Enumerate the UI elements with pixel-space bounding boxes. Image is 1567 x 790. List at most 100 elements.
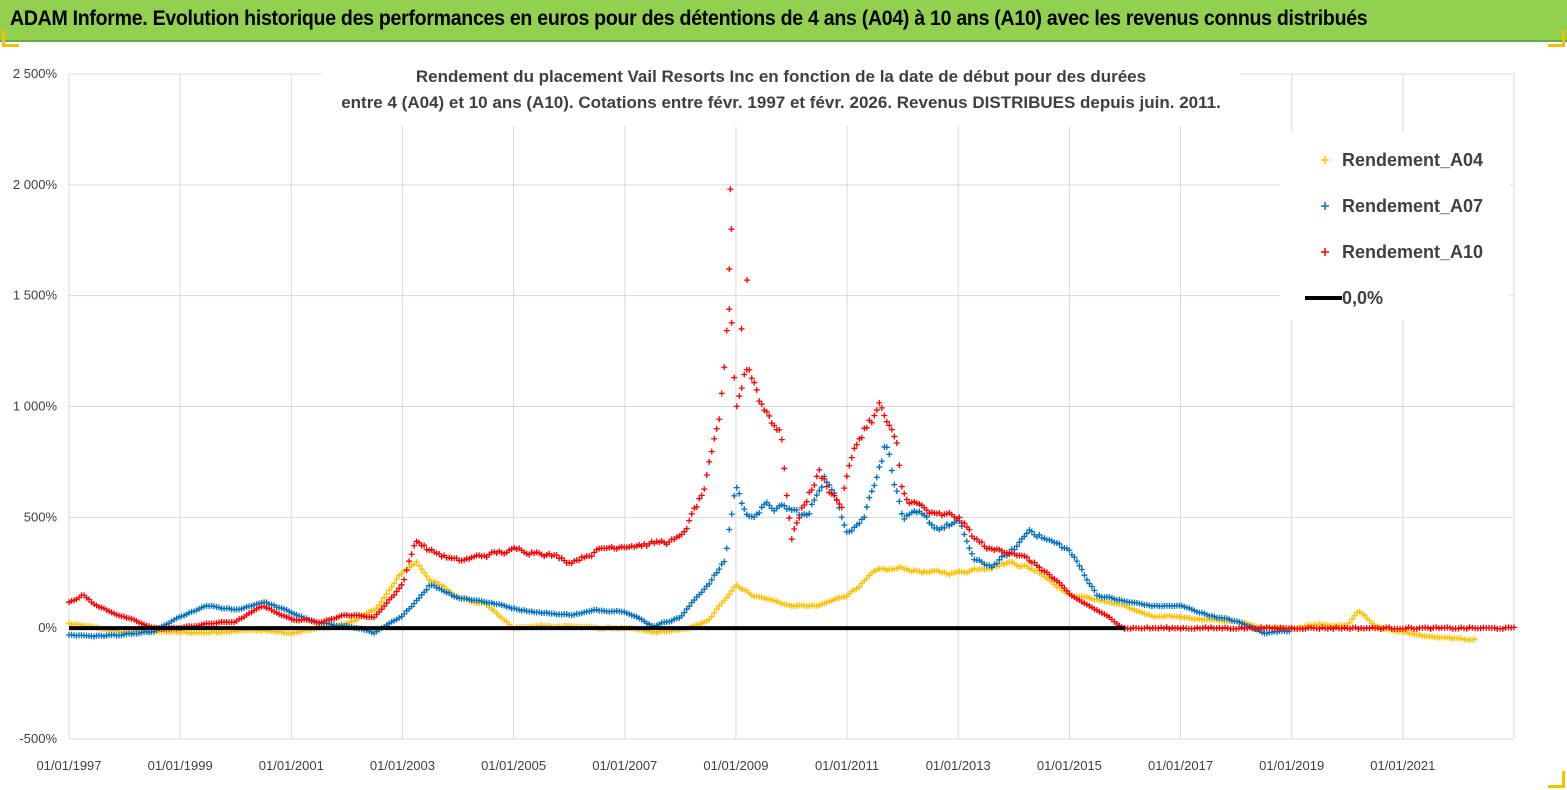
point-a10	[881, 412, 888, 419]
point-a04	[728, 587, 735, 594]
point-a10	[838, 504, 845, 511]
point-a07	[423, 586, 430, 593]
point-a07	[408, 603, 415, 610]
point-a10	[711, 435, 718, 442]
point-a10	[681, 528, 688, 535]
point-a04	[726, 591, 733, 598]
point-a07	[1013, 543, 1020, 550]
point-a07	[996, 556, 1003, 563]
point-a10-tail	[1269, 625, 1276, 632]
point-a07	[1036, 531, 1043, 538]
point-a10	[788, 536, 795, 543]
point-a10	[836, 501, 843, 508]
point-a10-tail	[1319, 624, 1326, 631]
legend-label: 0,0%	[1342, 288, 1383, 308]
point-a10	[896, 462, 903, 469]
point-a10-tail	[1285, 625, 1292, 632]
legend-marker	[1321, 156, 1329, 164]
point-a10	[811, 482, 818, 489]
point-a07	[706, 580, 713, 587]
point-a10-tail	[1380, 625, 1387, 632]
point-a07	[898, 510, 905, 517]
point-a04	[416, 562, 423, 569]
point-a07	[963, 538, 970, 545]
point-a04	[423, 573, 430, 580]
point-a07	[818, 484, 825, 491]
point-a10-tail	[1333, 624, 1340, 631]
chart-corner-bottom-right	[1548, 771, 1565, 788]
point-a10	[708, 448, 715, 455]
point-a07	[1021, 533, 1028, 540]
point-a10	[793, 519, 800, 526]
point-a10	[701, 486, 708, 493]
point-a10	[868, 419, 875, 426]
point-a10	[576, 557, 583, 564]
x-tick-label: 01/01/2007	[592, 758, 657, 773]
point-a10-tail	[1222, 624, 1228, 631]
point-a04	[856, 584, 863, 591]
legend-marker	[1321, 248, 1329, 256]
point-a04	[723, 594, 730, 601]
x-axis: 01/01/1997 01/01/1999 01/01/2001 01/01/2003…	[36, 758, 1435, 773]
point-a10	[858, 434, 865, 441]
chart-title-group: Rendement du placement Vail Resorts Inc …	[322, 62, 1240, 126]
point-a07	[731, 492, 738, 499]
y-tick-label: 500%	[24, 509, 58, 524]
point-a10	[696, 495, 703, 502]
y-tick-label: 0%	[38, 620, 57, 635]
title-background	[322, 62, 1240, 126]
x-tick-label: 01/01/2015	[1037, 758, 1102, 773]
chart-title-line1: Rendement du placement Vail Resorts Inc …	[416, 67, 1146, 86]
point-a10	[716, 416, 723, 423]
point-a10-tail	[1355, 625, 1362, 632]
point-a07	[866, 494, 873, 501]
point-a10	[833, 497, 840, 504]
point-a10	[733, 403, 740, 410]
point-a04	[383, 590, 390, 597]
point-a07	[968, 550, 975, 557]
point-a10	[706, 458, 713, 465]
report-banner: ADAM Informe. Evolution historique des p…	[0, 0, 1567, 42]
point-a07	[686, 603, 693, 610]
x-tick-label: 01/01/2005	[481, 758, 546, 773]
point-a10-tail	[1169, 624, 1176, 631]
point-a07	[1016, 539, 1023, 546]
point-a10	[746, 366, 753, 373]
point-a10	[748, 375, 755, 382]
point-a07	[708, 576, 715, 583]
x-tick-label: 01/01/2013	[926, 758, 991, 773]
point-a07	[888, 467, 895, 474]
point-a10	[421, 542, 428, 549]
point-a10-tail	[1158, 624, 1165, 631]
x-tick-label: 01/01/2021	[1370, 758, 1435, 773]
point-a07	[723, 545, 730, 552]
point-a10	[808, 487, 815, 494]
chart-area: 2 500% 2 000% 1 500% 1 000% 500% 0% -500% 01/0…	[0, 42, 1567, 790]
point-a10-tail	[1427, 626, 1434, 633]
point-a10-tail	[1447, 624, 1454, 631]
point-a07	[416, 595, 423, 602]
point-a07	[1028, 528, 1035, 535]
point-a10	[718, 390, 725, 397]
x-tick-label: 01/01/2017	[1148, 758, 1213, 773]
point-a10	[893, 440, 900, 447]
point-a10-spike	[728, 226, 735, 233]
point-a07	[1091, 587, 1098, 594]
point-a04	[1351, 612, 1358, 619]
point-a04	[418, 566, 425, 573]
point-a04	[413, 558, 420, 565]
point-a04	[1471, 636, 1478, 643]
point-a10-tail	[1272, 624, 1279, 631]
point-a10	[781, 465, 788, 472]
point-a07	[1088, 583, 1095, 590]
point-a07	[716, 566, 723, 573]
point-a07	[886, 451, 893, 458]
point-a07	[816, 487, 823, 494]
point-a10	[411, 542, 418, 549]
point-a07	[856, 520, 863, 527]
point-a10	[901, 490, 908, 497]
banner-title: ADAM Informe. Evolution historique des p…	[10, 7, 1368, 30]
legend-label: Rendement_A07	[1342, 196, 1483, 216]
point-a10-tail	[1302, 625, 1309, 632]
point-a10-tail	[1205, 625, 1212, 632]
